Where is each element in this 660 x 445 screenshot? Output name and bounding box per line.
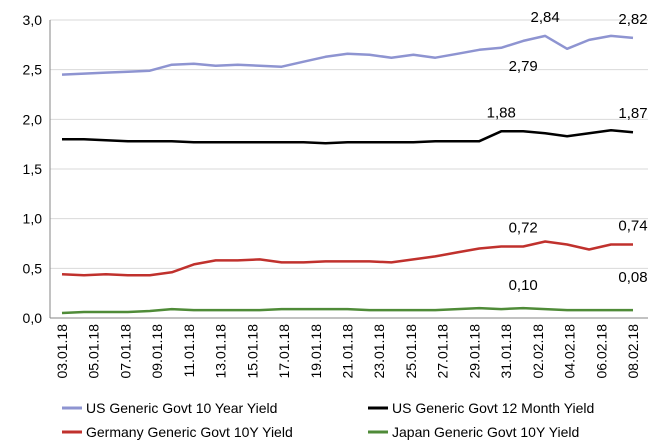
y-tick-label: 1,0 xyxy=(23,211,43,227)
data-label: 2,84 xyxy=(531,9,560,26)
data-label: 0,10 xyxy=(509,277,538,294)
legend: US Generic Govt 10 Year Yield US Generic … xyxy=(62,400,594,440)
x-tick-label: 13.01.18 xyxy=(213,324,229,379)
legend-label: US Generic Govt 12 Month Yield xyxy=(392,400,594,416)
series-line-3 xyxy=(61,306,633,315)
data-label: 1,88 xyxy=(487,104,516,121)
y-tick-label: 0,0 xyxy=(23,310,43,326)
x-tick-label: 19.01.18 xyxy=(308,324,324,379)
y-tick-label: 2,0 xyxy=(23,111,43,127)
series-line-1 xyxy=(62,129,634,145)
y-tick-label: 3,0 xyxy=(23,12,43,28)
x-tick-label: 06.02.18 xyxy=(593,324,609,379)
data-label: 2,82 xyxy=(618,11,647,28)
gridlines xyxy=(50,19,648,269)
x-tick-label: 09.01.18 xyxy=(149,324,165,379)
x-tick-label: 21.01.18 xyxy=(340,324,356,379)
data-label: 0,72 xyxy=(509,219,538,236)
x-tick-label: 08.02.18 xyxy=(625,324,641,379)
x-tick-labels: 03.01.18 05.01.18 07.01.18 09.01.18 11.01.18… xyxy=(54,324,641,379)
x-tick-label: 04.02.18 xyxy=(562,324,578,379)
x-tick-label: 15.01.18 xyxy=(244,324,260,379)
data-label: 0,08 xyxy=(618,269,647,286)
series-line-2 xyxy=(61,240,633,277)
x-tick-label: 23.01.18 xyxy=(371,324,387,379)
x-tick-label: 03.01.18 xyxy=(54,324,70,379)
y-tick-label: 2,5 xyxy=(23,62,43,78)
data-label: 0,74 xyxy=(618,217,647,234)
x-tick-label: 05.01.18 xyxy=(86,324,102,379)
legend-label: Japan Generic Govt 10Y Yield xyxy=(392,424,579,440)
y-tick-label: 1,5 xyxy=(23,161,43,177)
x-tick-label: 29.01.18 xyxy=(466,324,482,379)
data-labels: 2,84 2,82 2,79 1,88 1,87 0,72 0,74 0,10 0,08 xyxy=(487,9,648,294)
legend-label: Germany Generic Govt 10Y Yield xyxy=(86,424,293,440)
axes xyxy=(49,20,648,319)
x-tick-label: 07.01.18 xyxy=(117,324,133,379)
x-tick-label: 17.01.18 xyxy=(276,324,292,379)
x-tick-label: 25.01.18 xyxy=(403,324,419,379)
x-tick-label: 02.02.18 xyxy=(530,324,546,379)
data-label: 2,79 xyxy=(509,58,538,75)
y-tick-label: 0,5 xyxy=(23,260,43,276)
y-tick-labels: 0,0 0,5 1,0 1,5 2,0 2,5 3,0 xyxy=(23,12,43,326)
data-label: 1,87 xyxy=(618,105,647,122)
series-line-0 xyxy=(61,34,634,76)
legend-label: US Generic Govt 10 Year Yield xyxy=(86,400,277,416)
x-tick-label: 27.01.18 xyxy=(435,324,451,379)
series-lines xyxy=(61,34,634,315)
x-tick-label: 11.01.18 xyxy=(181,324,197,378)
x-tick-label: 31.01.18 xyxy=(498,324,514,379)
